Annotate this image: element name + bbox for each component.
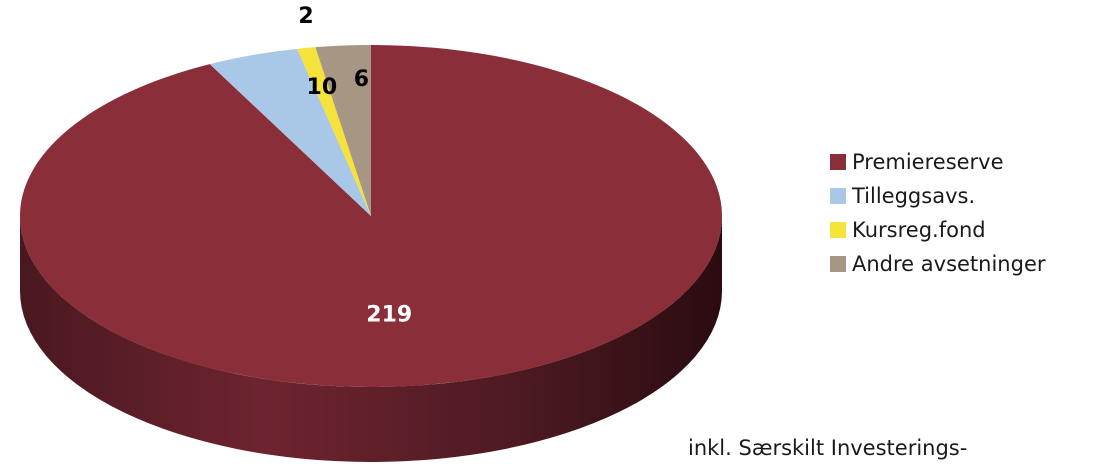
- pie-side-premiereserve: [20, 216, 722, 462]
- legend-label-andre-avsetninger: Andre avsetninger: [852, 252, 1046, 276]
- legend-swatch-premiereserve: [830, 154, 846, 170]
- footnote: inkl. Særskilt Investerings-: [688, 436, 968, 460]
- legend-item-kursreg-fond: Kursreg.fond: [830, 213, 1046, 247]
- legend-item-premiereserve: Premiereserve: [830, 145, 1046, 179]
- pie-top-face: [20, 45, 723, 387]
- pie-slice-andre-avsetninger: [315, 45, 371, 216]
- legend-label-kursreg-fond: Kursreg.fond: [852, 218, 986, 242]
- pie-slice-kursreg-fond: [297, 47, 371, 217]
- legend-item-tilleggsavs: Tilleggsavs.: [830, 179, 1046, 213]
- data-label-andre-avsetninger: 6: [354, 67, 369, 92]
- legend-swatch-tilleggsavs: [830, 188, 846, 204]
- legend-label-premiereserve: Premiereserve: [852, 150, 1004, 174]
- pie-slice-tilleggsavs: [209, 48, 371, 216]
- legend: Premiereserve Tilleggsavs. Kursreg.fond …: [830, 145, 1046, 281]
- pie-side-wall: [20, 216, 722, 462]
- legend-swatch-andre-avsetninger: [830, 256, 846, 272]
- legend-label-tilleggsavs: Tilleggsavs.: [852, 184, 976, 208]
- pie-data-labels: 219 10 2 6: [298, 4, 412, 328]
- legend-item-andre-avsetninger: Andre avsetninger: [830, 247, 1046, 281]
- data-label-tilleggsavs: 10: [307, 75, 338, 100]
- data-label-premiereserve: 219: [366, 303, 412, 328]
- data-label-kursreg-fond: 2: [298, 4, 313, 29]
- legend-swatch-kursreg-fond: [830, 222, 846, 238]
